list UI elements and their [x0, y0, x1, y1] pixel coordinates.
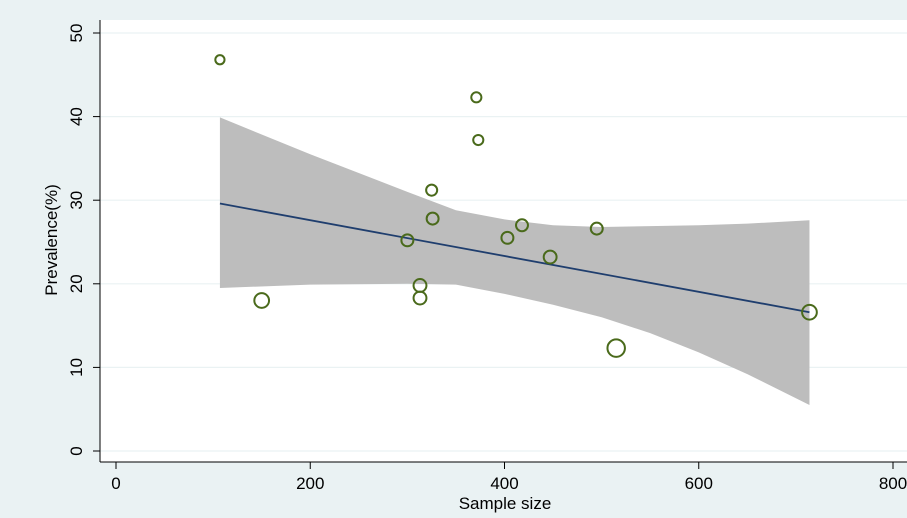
data-point-6	[425, 183, 439, 197]
x-tick-label-0: 0	[111, 474, 120, 493]
y-tick-label-0: 0	[67, 446, 86, 455]
x-tick-label-800: 800	[879, 474, 907, 493]
y-tick-label-50: 50	[67, 24, 86, 43]
y-tick-label-10: 10	[67, 358, 86, 377]
data-point-2	[253, 292, 271, 309]
y-axis-title: Prevalence(%)	[42, 184, 61, 296]
data-point-13	[589, 221, 604, 236]
fit-line	[219, 202, 810, 314]
data-point-3	[400, 233, 415, 248]
data-point-15	[801, 303, 818, 321]
data-point-10	[500, 230, 515, 245]
data-point-11	[515, 218, 529, 233]
data-point-9	[472, 133, 485, 147]
data-point-8	[470, 91, 483, 104]
axes: 0 10 20 30 40 50 0 200 400 600 800	[67, 20, 907, 493]
confidence-band-group	[219, 117, 810, 406]
x-tick-label-200: 200	[296, 474, 324, 493]
confidence-band	[219, 117, 810, 406]
x-tick-label-400: 400	[490, 474, 518, 493]
y-tick-label-30: 30	[67, 191, 86, 210]
y-tick-label-40: 40	[67, 107, 86, 126]
data-point-14	[606, 338, 626, 358]
y-tick-label-20: 20	[67, 274, 86, 293]
data-point-12	[542, 249, 558, 265]
x-axis-title: Sample size	[459, 494, 552, 513]
fit-line-group	[219, 202, 810, 314]
data-point-1	[214, 54, 226, 66]
x-tick-label-600: 600	[685, 474, 713, 493]
data-point-5	[412, 290, 428, 306]
data-point-7	[425, 211, 440, 226]
data-points	[214, 54, 818, 358]
